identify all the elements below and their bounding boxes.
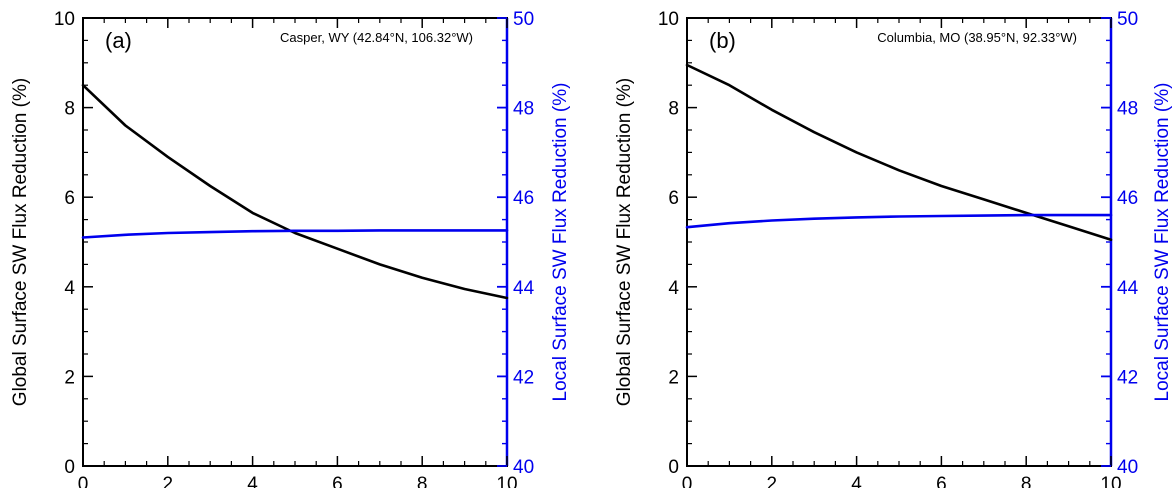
x-tick-label: 6	[332, 474, 343, 488]
location-label: Casper, WY (42.84°N, 106.32°W)	[280, 30, 473, 45]
y-right-tick-label: 42	[1117, 367, 1138, 388]
x-tick-label: 8	[1021, 474, 1032, 488]
x-tick-label: 6	[936, 474, 947, 488]
y-left-tick-label: 0	[64, 457, 75, 478]
y-left-tick-label: 4	[64, 278, 75, 299]
y-left-tick-label: 6	[64, 188, 75, 209]
y-left-tick-label: 2	[668, 367, 679, 388]
y-right-tick-label: 48	[513, 99, 534, 120]
y-right-tick-label: 44	[1117, 278, 1139, 299]
x-tick-label: 8	[417, 474, 428, 488]
x-tick-label: 2	[767, 474, 778, 488]
y-left-tick-label: 10	[54, 9, 75, 30]
x-tick-label: 10	[496, 474, 517, 488]
y-right-tick-label: 40	[1117, 457, 1138, 478]
x-tick-label: 4	[851, 474, 862, 488]
y-left-tick-label: 8	[668, 99, 679, 120]
y-right-tick-label: 48	[1117, 99, 1138, 120]
global-flux-reduction-line	[685, 63, 1113, 242]
y-right-tick-label: 50	[1117, 9, 1138, 30]
x-tick-label: 10	[1100, 474, 1121, 488]
y-right-tick-label: 50	[513, 9, 534, 30]
x-tick-label: 2	[163, 474, 174, 488]
x-tick-label: 4	[247, 474, 258, 488]
y-left-tick-label: 2	[64, 367, 75, 388]
plot-frame	[82, 17, 508, 467]
x-tick-label: 0	[78, 474, 89, 488]
y-left-tick-label: 0	[668, 457, 679, 478]
panel-label: (a)	[105, 28, 132, 53]
y-right-axis-title: Local Surface SW Flux Reduction (%)	[1152, 83, 1173, 402]
location-label: Columbia, MO (38.95°N, 92.33°W)	[877, 30, 1077, 45]
y-left-tick-label: 4	[668, 278, 679, 299]
y-left-tick-label: 10	[658, 9, 679, 30]
y-left-tick-label: 8	[64, 99, 75, 120]
y-left-axis-title: Global Surface SW Flux Reduction (%)	[10, 78, 31, 406]
y-right-tick-label: 46	[1117, 188, 1138, 209]
y-left-tick-label: 6	[668, 188, 679, 209]
x-tick-label: 0	[682, 474, 693, 488]
global-flux-reduction-line	[81, 83, 509, 300]
y-right-tick-label: 44	[513, 278, 535, 299]
local-flux-reduction-line	[81, 229, 509, 239]
y-right-tick-label: 46	[513, 188, 534, 209]
y-right-tick-label: 40	[513, 457, 534, 478]
y-right-axis-title: Local Surface SW Flux Reduction (%)	[550, 83, 571, 402]
plot-frame	[686, 17, 1112, 467]
local-flux-reduction-line	[685, 213, 1113, 229]
y-right-tick-label: 42	[513, 367, 534, 388]
panel-label: (b)	[709, 28, 736, 53]
y-left-axis-title: Global Surface SW Flux Reduction (%)	[614, 78, 635, 406]
